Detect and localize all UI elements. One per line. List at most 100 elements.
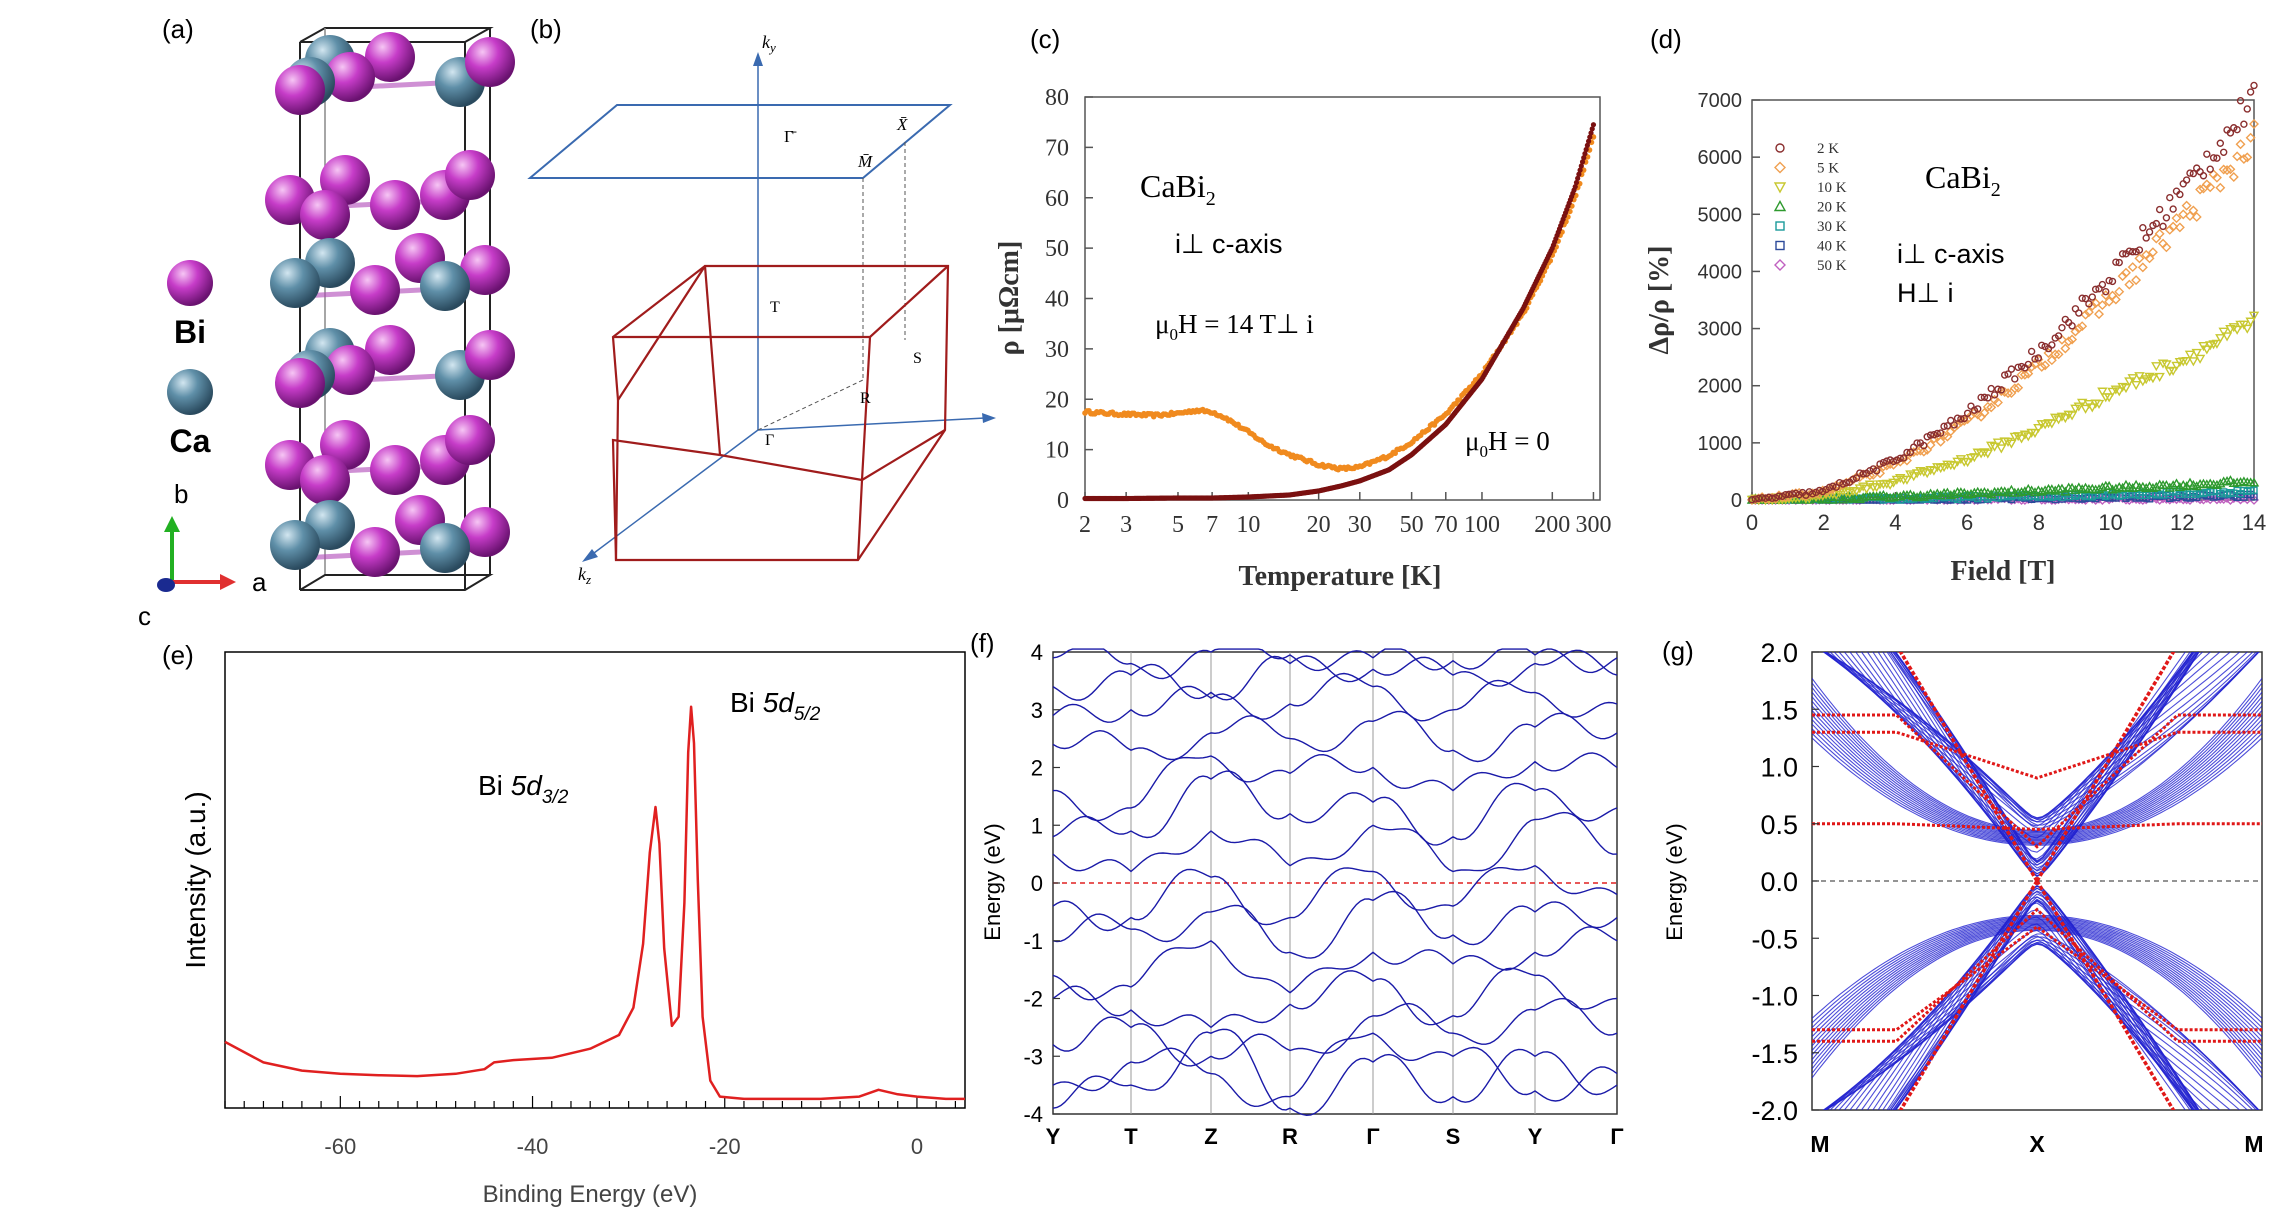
data-point: [2171, 478, 2182, 488]
data-point: [2036, 486, 2047, 496]
data-point: [2245, 132, 2256, 143]
x-axis-label: Field [T]: [1951, 556, 2056, 587]
data-point: [1758, 494, 1766, 502]
label-m-bar: M̄: [857, 152, 873, 171]
data-point: [2171, 213, 2182, 224]
data-point: [1815, 486, 1824, 495]
bulk-band: [1822, 941, 2259, 1110]
k-point-label: X: [2029, 1131, 2045, 1157]
data-point: [2181, 200, 2192, 211]
data-point: [2145, 228, 2154, 236]
kx-axis: [757, 417, 986, 431]
data-point: [2114, 387, 2125, 397]
data-point: [1992, 487, 2004, 497]
data-point: [2221, 476, 2233, 486]
data-point: [2215, 478, 2226, 488]
bulk-band: [1893, 898, 2198, 1110]
series-zero-field: [1082, 122, 1597, 502]
legend-entry: 2 K: [1775, 141, 1839, 157]
data-point: [1942, 487, 1953, 497]
data-point: [2147, 247, 2158, 258]
data-point: [2194, 354, 2206, 364]
data-point: [2161, 479, 2172, 490]
x-axis-label: Binding Energy (eV): [483, 1181, 698, 1208]
data-point: [2191, 481, 2202, 491]
annotation-field-14t: μ0H = 14 T⊥ i: [1155, 309, 1314, 344]
series-2k: [1748, 81, 2258, 504]
bulk-band: [1894, 896, 2200, 1110]
data-point: [2013, 382, 2024, 393]
kz-arrowhead: [582, 549, 598, 562]
bulk-band: [1824, 652, 2260, 826]
band-line: [1052, 649, 1618, 701]
data-point: [1751, 495, 1760, 503]
x-tick-label: 6: [1961, 510, 1973, 535]
crystal-structure: Bi Ca b a c: [138, 27, 515, 631]
data-point: [2228, 323, 2239, 333]
data-point: [2174, 481, 2186, 492]
y-tick-label: 4000: [1698, 261, 1743, 283]
k-point-label: T: [1124, 1124, 1138, 1149]
xps-spectrum-chart: -60 -40 -20 0 Bi 5d3/2 Bi 5d5/2 Binding Ene…: [180, 651, 966, 1208]
kx-arrowhead: [982, 413, 996, 423]
legend-label: 10 K: [1817, 180, 1847, 196]
data-point: [2054, 332, 2063, 340]
data-point: [2240, 120, 2248, 128]
bulk-band: [1822, 943, 2257, 1110]
bulk-band: [1812, 915, 2262, 1024]
data-point: [2226, 129, 2235, 137]
surface-band: [1898, 880, 2039, 1110]
data-point: [2140, 483, 2152, 493]
data-point: [2191, 211, 2202, 222]
y-axis-label: Δρ/ρ [%]: [1644, 246, 1675, 355]
bulk-band: [1812, 917, 2262, 1028]
x-tick-label: 5: [1172, 512, 1184, 538]
data-point: [2076, 398, 2088, 408]
data-point: [1588, 130, 1594, 136]
data-point: [2248, 477, 2260, 487]
data-point: [1933, 429, 1942, 438]
data-point: [2073, 323, 2084, 334]
data-point: [2110, 294, 2121, 305]
bulk-band: [1812, 919, 2262, 1038]
band-line: [1052, 926, 1618, 1001]
data-point: [1905, 470, 1916, 480]
bulk-band: [1822, 652, 2257, 819]
axis-a-arrowhead: [220, 574, 236, 590]
data-point: [1911, 492, 1923, 502]
data-point: [2093, 399, 2105, 409]
data-point: [1932, 463, 1943, 473]
data-point: [2130, 381, 2142, 391]
data-point: [1825, 483, 1834, 492]
bi-atom: [370, 445, 420, 495]
band-line: [1052, 967, 1618, 1029]
bi-atom: [275, 358, 325, 408]
data-point: [1925, 440, 1936, 451]
bi-atom: [445, 150, 495, 200]
data-point: [2154, 228, 2165, 239]
data-point: [2235, 494, 2246, 505]
data-point: [2114, 286, 2125, 297]
y-tick-label: 20: [1045, 387, 1069, 413]
data-point: [1913, 439, 1921, 447]
data-point: [1589, 126, 1595, 132]
panel-label-c: (c): [1030, 24, 1060, 54]
bulk-band: [1889, 652, 2191, 862]
data-point: [2004, 370, 2012, 378]
x-tick-label: 0: [911, 1134, 923, 1159]
bi-atom: [445, 415, 495, 465]
data-point: [2017, 362, 2026, 371]
legend-entry: 50 K: [1774, 258, 1847, 274]
bulk-band: [1812, 921, 2262, 1047]
ca-legend-sphere: [167, 369, 213, 415]
data-point: [1948, 461, 1960, 471]
ca-legend-label: Ca: [170, 423, 211, 459]
surface-bz: [527, 104, 953, 179]
data-point: [2050, 413, 2061, 423]
data-point: [2144, 372, 2155, 382]
data-point: [2151, 481, 2162, 491]
bulk-band: [1886, 884, 2197, 1110]
bulk-band: [1825, 933, 2260, 1110]
data-point: [2078, 294, 2086, 302]
data-point: [1918, 446, 1929, 457]
